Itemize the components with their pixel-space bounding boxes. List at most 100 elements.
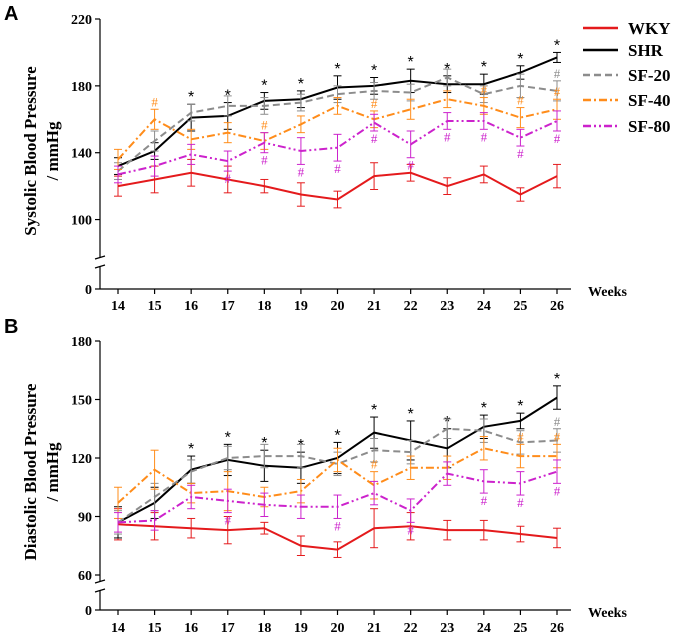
x-tick-label: 26 [550,299,564,314]
panel-a-letter: A [4,3,18,25]
significance-star: * [334,427,340,444]
significance-star: * [481,400,487,417]
x-tick-label: 23 [440,621,454,634]
x-tick-label: 14 [111,299,125,314]
significance-star: * [188,441,194,458]
significance-hash: # [481,129,488,144]
legend-label-shr: SHR [628,41,664,60]
series-line-sf20 [117,427,558,524]
significance-star: * [408,406,414,423]
legend-label-sf20: SF-20 [628,66,671,85]
significance-star: * [334,61,340,78]
x-tick-label: 15 [148,299,162,314]
significance-hash: # [554,483,561,498]
significance-star: * [371,402,377,419]
series-line-sf40 [117,98,558,161]
series-wky [114,158,561,209]
x-tick-label: 20 [331,299,345,314]
x-tick-label: 14 [111,621,125,634]
significance-hash: # [554,414,561,429]
significance-star: * [225,429,231,446]
x-tick-label: 23 [440,299,454,314]
y-tick-label: 60 [78,569,92,584]
series-line-wky [117,523,558,551]
significance-hash: # [517,93,524,108]
x-tick-label: 24 [477,299,491,314]
x-tick-label: 18 [257,621,271,634]
significance-star: * [554,37,560,54]
significance-hash: # [407,522,414,537]
legend-entry-sf80: SF-80 [583,117,671,136]
x-tick-label: 20 [331,621,345,634]
significance-star: * [188,89,194,106]
significance-star: * [408,54,414,71]
panel-b-xlabel: Weeks [588,606,627,621]
significance-star: * [554,371,560,388]
significance-star: * [517,398,523,415]
significance-hash: # [554,84,561,99]
axis-break-mark [94,588,106,593]
series-sf40: # # # # # # [114,83,561,170]
legend-label-wky: WKY [628,19,671,38]
x-tick-label: 22 [404,299,418,314]
panel-a-ylabel-line1: Systolic Blood Pressure [21,66,40,236]
significance-star: * [298,76,304,93]
y-tick-label: 180 [71,335,92,350]
significance-hash: # [517,429,524,444]
significance-hash: # [371,96,378,111]
legend-entry-shr: SHR [583,41,664,60]
x-tick-label: 26 [550,621,564,634]
y-tick-label: 180 [71,80,92,95]
significance-star: * [517,51,523,68]
x-tick-label: 16 [184,621,198,634]
panel-a-xlabel: Weeks [588,285,627,300]
panel-a-ylabel-line2: / mmHg [43,121,62,182]
legend-entry-wky: WKY [583,19,671,38]
significance-hash: # [554,131,561,146]
significance-hash: # [517,495,524,510]
legend: WKY SHR SF-20 SF-40 SF-80 [583,19,671,136]
significance-hash: # [371,131,378,146]
x-tick-label: 17 [221,299,235,314]
series-sf80: # # # # # # # # # # [114,110,561,186]
y-tick-label: 0 [85,283,92,298]
y-tick-label: 220 [71,13,92,28]
y-tick-label: 140 [71,147,92,162]
significance-hash: # [225,513,232,528]
significance-star: * [481,59,487,76]
x-tick-label: 22 [404,621,418,634]
significance-hash: # [261,118,268,133]
panel-a-chart: A Systolic Blood Pressure / mmHg Weeks 1… [4,3,627,314]
x-tick-label: 19 [294,621,308,634]
x-tick-label: 25 [513,299,527,314]
panel-b-chart: B Diastolic Blood Pressure / mmHg Weeks … [4,316,627,634]
significance-hash: # [151,94,158,109]
x-tick-label: 16 [184,299,198,314]
legend-label-sf80: SF-80 [628,117,671,136]
legend-label-sf40: SF-40 [628,91,671,110]
y-tick-label: 120 [71,452,92,467]
significance-hash: # [481,83,488,98]
significance-hash: # [554,429,561,444]
significance-hash: # [334,518,341,533]
axis-break-mark [94,255,106,260]
significance-hash: # [225,171,232,186]
axis-break-mark [94,264,106,269]
significance-hash: # [554,66,561,81]
series-line-sf80 [117,120,558,176]
series-line-wky [117,171,558,201]
series-line-sf80 [117,470,558,524]
significance-hash: # [407,158,414,173]
x-tick-label: 21 [367,299,381,314]
y-tick-label: 150 [71,394,92,409]
significance-hash: # [298,164,305,179]
y-tick-label: 0 [85,604,92,619]
y-tick-label: 100 [71,214,92,229]
significance-hash: # [261,153,268,168]
x-tick-label: 19 [294,299,308,314]
significance-hash: # [517,146,524,161]
y-tick-label: 90 [78,511,92,526]
legend-entry-sf40: SF-40 [583,91,671,110]
x-tick-label: 15 [148,621,162,634]
x-tick-label: 25 [513,621,527,634]
